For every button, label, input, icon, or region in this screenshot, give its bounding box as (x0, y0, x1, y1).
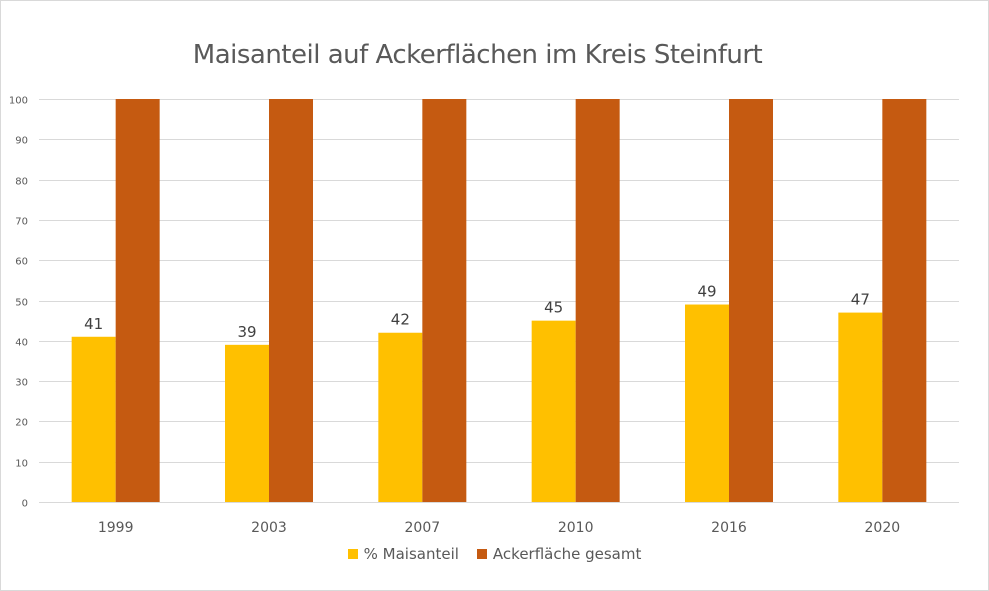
bar-maisanteil-2007[interactable] (378, 332, 423, 502)
legend-label: Ackerfläche gesamt (492, 545, 642, 563)
bar-maisanteil-2020[interactable] (838, 312, 883, 502)
data-label: 42 (391, 311, 410, 329)
data-label: 39 (237, 323, 256, 341)
bar-ackerflaeche-2003[interactable] (269, 99, 313, 502)
data-label: 41 (84, 315, 103, 333)
data-labels: 41 39 42 45 49 47 (84, 283, 870, 341)
data-label: 45 (544, 299, 563, 317)
y-tick-label: 100 (9, 96, 28, 107)
y-tick-label: 70 (15, 217, 28, 228)
bar-maisanteil-1999[interactable] (71, 336, 116, 502)
legend-item-ackerflaeche[interactable]: Ackerfläche gesamt (476, 545, 642, 563)
bar-ackerflaeche-2020[interactable] (882, 99, 927, 502)
x-axis-ticks: 1999 2003 2007 2010 2016 2020 (98, 520, 900, 536)
data-label: 49 (697, 283, 716, 301)
legend-item-maisanteil[interactable]: % Maisanteil (347, 545, 459, 563)
y-tick-label: 40 (15, 338, 28, 349)
chart-title: Maisanteil auf Ackerflächen im Kreis Ste… (192, 40, 763, 70)
bar-ackerflaeche-1999[interactable] (115, 99, 160, 502)
x-tick-label: 1999 (98, 520, 134, 536)
y-tick-label: 0 (22, 499, 28, 510)
gridlines (39, 99, 959, 503)
bar-ackerflaeche-2010[interactable] (575, 99, 620, 502)
y-tick-label: 20 (15, 418, 28, 429)
y-tick-label: 60 (15, 257, 28, 268)
bar-maisanteil-2016[interactable] (685, 304, 729, 502)
bar-maisanteil-2010[interactable] (531, 320, 576, 502)
y-tick-label: 80 (15, 177, 28, 188)
x-tick-label: 2010 (558, 520, 594, 536)
y-tick-label: 90 (15, 136, 28, 147)
y-tick-label: 30 (15, 378, 28, 389)
x-tick-label: 2003 (251, 520, 287, 536)
legend-label: % Maisanteil (363, 545, 459, 563)
y-tick-label: 50 (15, 298, 28, 309)
bar-maisanteil-2003[interactable] (225, 344, 269, 502)
bar-ackerflaeche-2016[interactable] (729, 99, 773, 502)
x-tick-label: 2020 (865, 520, 901, 536)
bars (71, 99, 927, 502)
legend-swatch (476, 549, 487, 559)
bar-ackerflaeche-2007[interactable] (422, 99, 467, 502)
data-label: 47 (851, 291, 870, 309)
y-tick-label: 10 (15, 459, 28, 470)
legend: % Maisanteil Ackerfläche gesamt (0, 545, 989, 563)
legend-swatch (347, 549, 358, 559)
y-axis-ticks: 0 10 20 30 40 50 60 70 80 90 100 (9, 96, 28, 510)
x-tick-label: 2007 (405, 520, 441, 536)
x-tick-label: 2016 (711, 520, 747, 536)
